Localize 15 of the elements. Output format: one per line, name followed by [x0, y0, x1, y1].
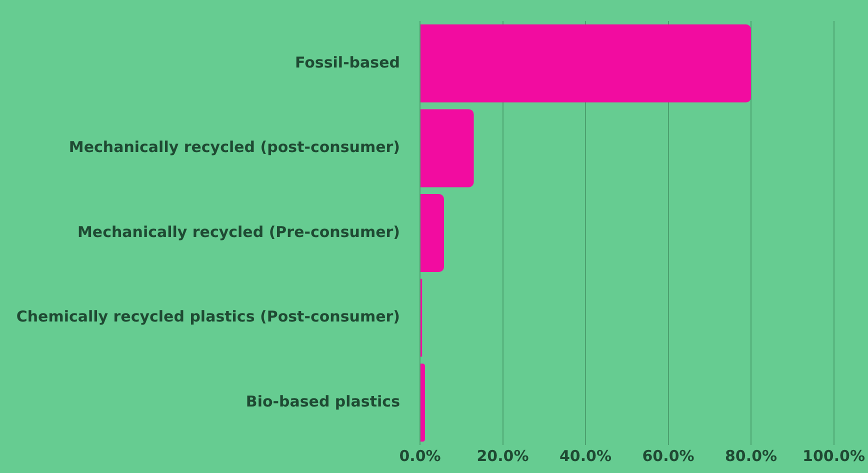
y-tick-label: Chemically recycled plastics (Post-consumer): [16, 308, 400, 326]
y-tick-label: Mechanically recycled (post-consumer): [68, 138, 400, 156]
x-tick-label: 40.0%: [559, 446, 612, 465]
bar: [420, 24, 752, 102]
bar: [420, 109, 474, 188]
y-tick-label: Mechanically recycled (Pre-consumer): [78, 222, 400, 241]
y-tick-label: Bio-based plastics: [246, 392, 400, 410]
x-tick-label: 20.0%: [476, 446, 529, 465]
bar: [420, 364, 425, 442]
x-tick-label: 0.0%: [399, 446, 441, 465]
x-tick-label: 80.0%: [724, 446, 778, 465]
y-tick-label: Fossil-based: [294, 53, 400, 72]
x-tick-label: 100.0%: [802, 446, 866, 465]
x-tick-label: 60.0%: [642, 446, 694, 465]
bar: [420, 194, 444, 272]
